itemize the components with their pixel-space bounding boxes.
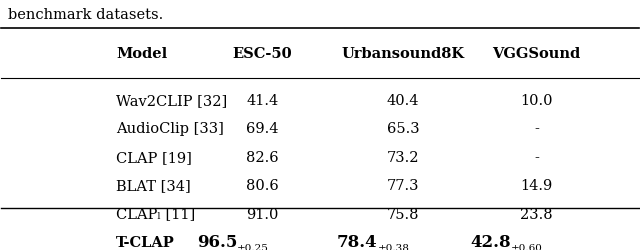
Text: 91.0: 91.0 [246,207,279,221]
Text: ±0.25: ±0.25 [237,243,269,250]
Text: 69.4: 69.4 [246,122,279,136]
Text: 40.4: 40.4 [387,94,419,107]
Text: 77.3: 77.3 [387,178,419,192]
Text: ESC-50: ESC-50 [233,46,292,60]
Text: 14.9: 14.9 [520,178,553,192]
Text: -: - [534,150,539,164]
Text: T-CLAP: T-CLAP [116,235,175,249]
Text: 96.5: 96.5 [196,234,237,250]
Text: CLAPₗ [11]: CLAPₗ [11] [116,207,195,221]
Text: 73.2: 73.2 [387,150,419,164]
Text: benchmark datasets.: benchmark datasets. [8,8,163,22]
Text: Model: Model [116,46,167,60]
Text: CLAP [19]: CLAP [19] [116,150,192,164]
Text: 41.4: 41.4 [246,94,279,107]
Text: 65.3: 65.3 [387,122,419,136]
Text: 78.4: 78.4 [337,234,378,250]
Text: VGGSound: VGGSound [493,46,580,60]
Text: 23.8: 23.8 [520,207,553,221]
Text: 10.0: 10.0 [520,94,553,107]
Text: ±0.60: ±0.60 [511,243,543,250]
Text: Wav2CLIP [32]: Wav2CLIP [32] [116,94,227,107]
Text: AudioClip [33]: AudioClip [33] [116,122,224,136]
Text: Urbansound8K: Urbansound8K [341,46,465,60]
Text: ±0.38: ±0.38 [378,243,409,250]
Text: 82.6: 82.6 [246,150,279,164]
Text: -: - [534,122,539,136]
Text: 42.8: 42.8 [470,234,511,250]
Text: BLAT [34]: BLAT [34] [116,178,191,192]
Text: 75.8: 75.8 [387,207,419,221]
Text: 80.6: 80.6 [246,178,279,192]
